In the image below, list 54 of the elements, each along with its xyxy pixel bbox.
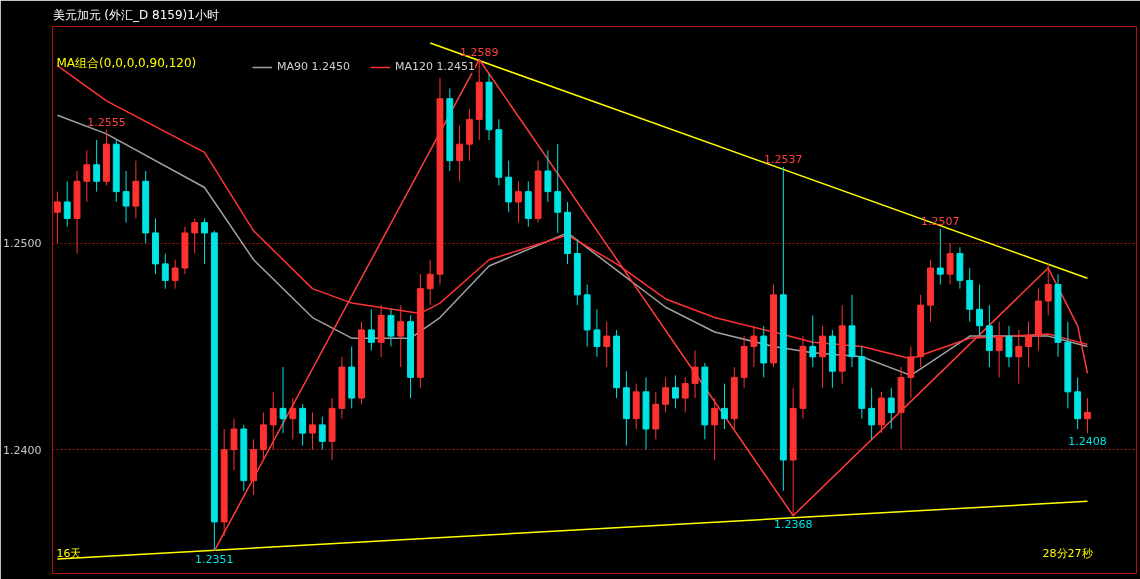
y-tick-label: 1.2400 — [3, 443, 42, 457]
candlestick — [318, 416, 326, 451]
candlestick — [171, 259, 179, 290]
candlestick — [691, 350, 699, 399]
annotation: 28分27秒 — [1042, 546, 1093, 560]
candlestick — [289, 397, 297, 440]
candlestick — [554, 143, 562, 234]
candlestick — [603, 321, 611, 368]
candlestick — [671, 374, 679, 409]
candlestick — [387, 308, 395, 347]
candlestick — [83, 149, 91, 203]
candlestick — [53, 191, 61, 244]
candlestick — [279, 366, 287, 434]
candlestick — [367, 308, 375, 352]
candlestick — [721, 383, 728, 430]
candlestick — [1005, 325, 1013, 368]
candlestick — [809, 314, 817, 368]
chart-title: 美元加元 (外汇_D 8159)1小时 — [52, 7, 219, 22]
annotation: 1.2351 — [195, 552, 234, 566]
candlestick — [868, 387, 876, 440]
legend-label: MA90 1.2450 — [277, 60, 350, 73]
legend-label: MA120 1.2451 — [395, 60, 475, 73]
candlestick — [191, 217, 199, 255]
annotation: 1.2555 — [87, 115, 126, 129]
candlestick — [161, 253, 169, 290]
y-tick-label: 1.2500 — [3, 237, 42, 251]
annotation: 1.2408 — [1068, 435, 1107, 449]
candlestick — [1084, 397, 1091, 434]
candlestick — [887, 387, 895, 430]
candlestick — [681, 376, 689, 413]
candlestick — [936, 228, 944, 286]
candlestick — [230, 418, 238, 471]
candlestick — [515, 180, 522, 224]
candlestick — [711, 397, 719, 461]
candlestick — [122, 170, 130, 224]
line-series — [56, 114, 1089, 377]
legend-title: MA组合(0,0,0,0,90,120) — [56, 55, 197, 70]
candlestick — [662, 376, 670, 413]
candlestick — [63, 180, 71, 228]
candlestick — [93, 139, 101, 193]
candlestick — [201, 217, 208, 265]
candlestick — [946, 242, 954, 286]
candlestick — [426, 259, 434, 306]
candlestick — [544, 149, 552, 203]
candlestick — [309, 412, 316, 451]
annotation: 1.2368 — [773, 517, 813, 531]
candlestick — [269, 391, 277, 451]
annotation: 1.2589 — [459, 45, 499, 59]
candlestick — [976, 284, 983, 337]
candlestick — [456, 125, 464, 182]
candlestick — [593, 308, 601, 358]
annotation: 16天 — [56, 546, 82, 560]
annotation: 1.2537 — [764, 152, 803, 166]
candlestick — [1044, 263, 1052, 316]
